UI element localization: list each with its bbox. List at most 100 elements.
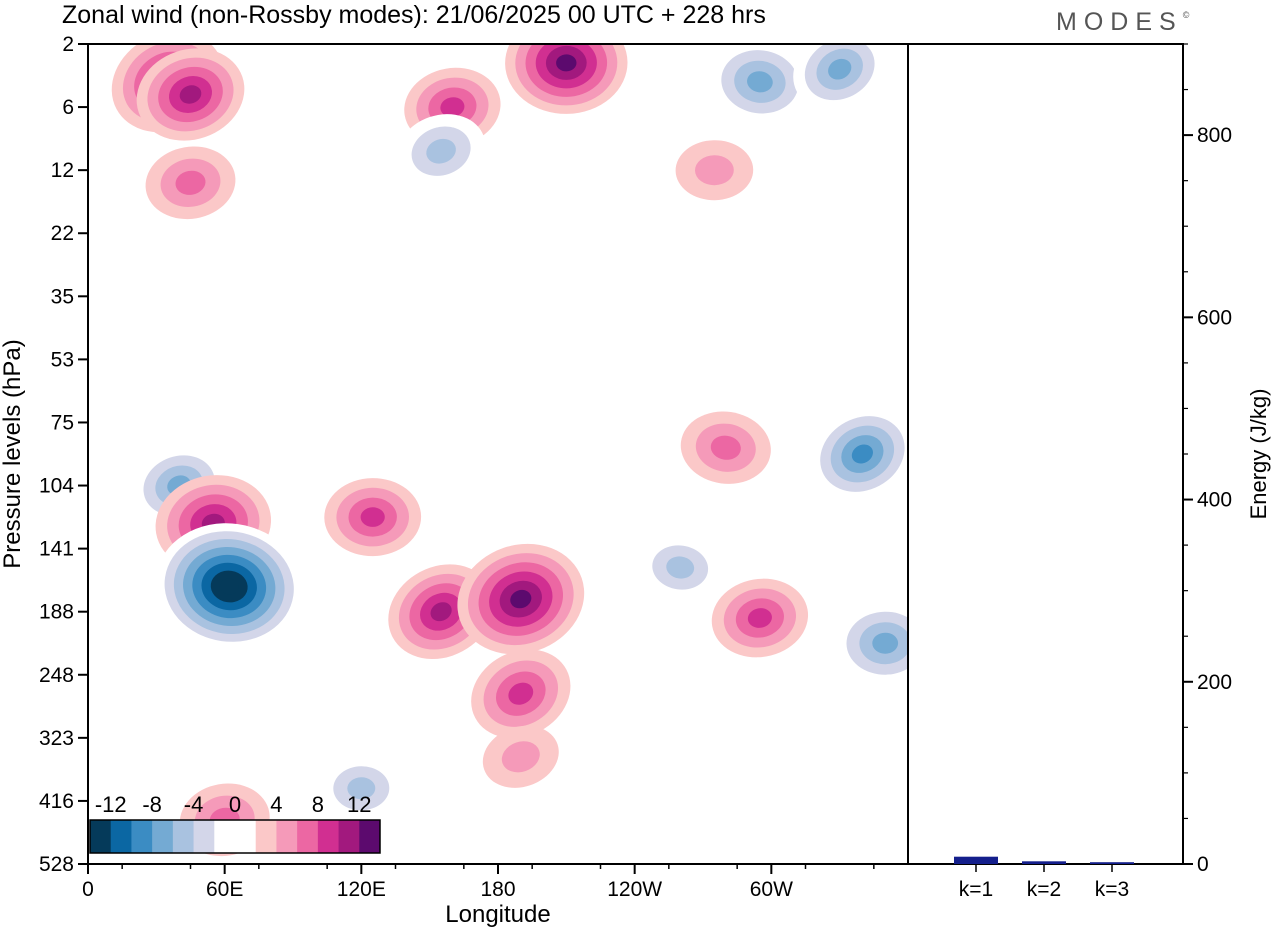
- colorbar-label: 4: [270, 792, 282, 817]
- colorbar-swatch: [90, 820, 112, 853]
- colorbar-swatch: [214, 820, 236, 853]
- wind-contour: [872, 632, 899, 654]
- colorbar-swatch: [193, 820, 215, 853]
- wind-contour: [440, 97, 465, 117]
- wind-contour: [426, 138, 456, 164]
- wind-contour: [510, 589, 532, 609]
- wind-contour: [175, 170, 206, 195]
- y-tick-label: 6: [62, 96, 74, 119]
- wind-feature: [638, 534, 723, 601]
- x-axis-label: Longitude: [445, 901, 550, 928]
- colorbar-swatch: [317, 820, 339, 853]
- y-axis-label: Pressure levels (hPa): [0, 339, 26, 568]
- wind-contour: [556, 54, 577, 72]
- x-tick-label: 0: [82, 878, 94, 901]
- wind-feature: [136, 48, 245, 141]
- modes-logo-text: MODES: [1056, 8, 1183, 36]
- energy-tick-label: 800: [1197, 124, 1232, 147]
- wind-contour: [430, 602, 452, 622]
- colorbar-label: 0: [229, 792, 241, 817]
- wind-feature: [155, 523, 304, 650]
- y-axis: 2 6 12 22 35 53 75 104 141 188 248 323 416 528: [39, 33, 88, 876]
- y-tick-label: 35: [51, 285, 74, 308]
- wind-feature: [675, 140, 754, 201]
- wind-feature: [680, 411, 771, 484]
- colorbar-label: 8: [312, 792, 324, 817]
- wind-contour: [747, 71, 773, 93]
- x-tick-label: 120E: [337, 878, 386, 901]
- y-tick-label: 2: [62, 33, 74, 56]
- energy-bar: [954, 856, 998, 864]
- wind-feature: [482, 725, 559, 788]
- colorbar-label: -12: [95, 792, 127, 817]
- wind-contour: [851, 444, 873, 464]
- colorbar-swatch: [110, 820, 132, 853]
- wind-contour: [508, 682, 534, 705]
- bar-panel-frame: [907, 43, 1184, 865]
- wind-contour: [828, 58, 852, 80]
- x-tick-label: 120W: [607, 878, 662, 901]
- y-tick-label: 188: [39, 601, 74, 624]
- colorbar-swatch: [255, 820, 277, 853]
- wind-contour: [747, 608, 772, 628]
- energy-bar: [1022, 861, 1066, 864]
- colorbar-label: -8: [142, 792, 162, 817]
- wind-contour: [710, 435, 741, 460]
- y-tick-label: 141: [39, 538, 74, 561]
- y-tick-label: 12: [51, 159, 74, 182]
- wind-contour: [347, 777, 376, 800]
- wind-feature: [457, 543, 585, 655]
- wind-contour: [360, 507, 385, 527]
- wind-feature: [809, 406, 908, 502]
- y-tick-label: 53: [51, 348, 74, 371]
- wind-feature: [708, 44, 812, 125]
- y-tick-label: 104: [39, 475, 74, 498]
- wind-contour: [219, 578, 239, 595]
- x-tick-label: 180: [480, 878, 515, 901]
- energy-bar: [1090, 862, 1134, 864]
- copyright-mark: ©: [1182, 10, 1190, 20]
- bar-category-label: k=2: [1027, 878, 1061, 901]
- colorbar-swatch: [297, 820, 319, 853]
- x-axis: 0 60E 120E 180 120W 60W: [82, 864, 875, 901]
- wind-feature: [324, 478, 422, 557]
- bar-category-label: k=3: [1095, 878, 1129, 901]
- colorbar-swatch: [276, 820, 298, 853]
- wind-contour: [179, 85, 202, 104]
- colorbar-swatch: [152, 820, 174, 853]
- x-tick-label: 60W: [750, 878, 793, 901]
- colorbar-label: 12: [347, 792, 371, 817]
- wind-contour: [695, 155, 734, 186]
- energy-bar-panel: k=1 k=2 k=3 0 200 400 600 800 Energy (J/kg): [907, 43, 1271, 901]
- energy-tick-label: 400: [1197, 489, 1232, 512]
- chart-title: Zonal wind (non-Rossby modes): 21/06/202…: [62, 1, 766, 29]
- colorbar: -12 -8 -4 0 4 8 12: [89, 792, 381, 854]
- wind-feature: [471, 649, 571, 738]
- y-tick-label: 416: [39, 790, 74, 813]
- wind-feature: [145, 146, 236, 220]
- colorbar-swatch: [131, 820, 153, 853]
- colorbar-swatch: [172, 820, 194, 853]
- y-tick-label: 75: [51, 411, 74, 434]
- energy-bars: k=1 k=2 k=3: [954, 856, 1134, 901]
- colorbar-swatch: [235, 820, 257, 853]
- wind-feature: [319, 755, 404, 822]
- energy-tick-label: 200: [1197, 671, 1232, 694]
- wind-feature: [505, 44, 628, 114]
- x-tick-label: 60E: [206, 878, 243, 901]
- energy-axis: 0 200 400 600 800: [1183, 43, 1232, 876]
- bar-category-label: k=1: [959, 878, 993, 901]
- wind-feature: [711, 578, 809, 658]
- colorbar-frame: [89, 819, 381, 854]
- modes-logo: MODES©: [1056, 8, 1189, 37]
- y-tick-label: 248: [39, 664, 74, 687]
- wind-feature: [833, 601, 908, 686]
- colorbar-swatch: [359, 820, 381, 853]
- colorbar-label: -4: [184, 792, 204, 817]
- wind-contour: [501, 741, 540, 773]
- colorbar-swatch: [338, 820, 360, 853]
- y-tick-label: 323: [39, 727, 74, 750]
- energy-axis-label: Energy (J/kg): [1246, 389, 1271, 520]
- wind-feature: [793, 44, 887, 111]
